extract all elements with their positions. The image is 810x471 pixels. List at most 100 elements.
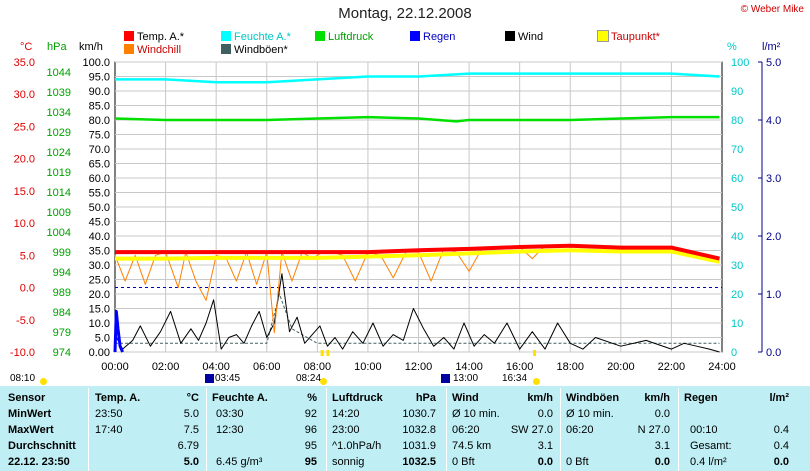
series-line-regen [113,309,124,353]
weather-chart: 35.0 30.0 25.0 20.0 15.0 10.0 5.0 0.0 -5.0 -10.0 1… [10,57,781,373]
column-divider [560,388,561,471]
temp-axis-unit: °C [20,41,33,53]
cell-label: 12:30 [216,424,244,436]
sun-icon [320,378,327,385]
legend-swatch [410,31,420,41]
cell-label: sonnig [332,456,365,468]
wind-tick-label: 30.0 [89,260,110,272]
wind-tick-label: 0.00 [89,347,110,359]
x-tick-label: 18:00 [556,361,584,373]
rain-tick-label: 0.0 [766,347,781,359]
x-tick-label: 16:00 [506,361,534,373]
column-header: Wind [452,392,479,404]
pressure-tick-label: 974 [53,347,71,359]
pressure-tick-label: 1014 [47,187,71,199]
legend-item-humidity: Feuchte A.* [221,31,291,43]
x-tick-label: 10:00 [354,361,382,373]
legend-item-pressure: Luftdruck [315,31,373,43]
pressure-tick-label: 984 [53,307,71,319]
wind-tick-label: 10.0 [89,318,110,330]
cell-label: Ø 10 min. [452,408,500,420]
legend-swatch [315,31,325,41]
cell-label: 23:00 [332,424,360,436]
column-divider [206,388,207,471]
temp-tick-label: -10.0 [10,347,35,359]
row-label: 22.12. 23:50 [8,456,70,468]
rain-tick-label: 3.0 [766,173,781,185]
cell-label: 03:30 [216,408,244,420]
column-header: Windböen [566,392,620,404]
sun-icon [533,378,540,385]
column-header: Feuchte A. [212,392,268,404]
cell-value: 0.0 [654,456,670,468]
cell-value: 3.1 [537,440,553,452]
pressure-tick-label: 1029 [47,127,71,139]
x-tick-label: 04:00 [202,361,230,373]
column-divider [678,388,679,471]
cell-value: 96 [304,424,317,436]
series-line-taupunkt [115,248,720,264]
wind-tick-label: 80.0 [89,115,110,127]
legend-item-wind: Wind [505,31,543,43]
wind-tick-label: 45.0 [89,217,110,229]
pressure-tick-label: 999 [53,247,71,259]
row-label: MaxWert [8,424,54,436]
sun-marker [326,350,330,356]
column-header: Regen [684,392,718,404]
rain-tick-label: 4.0 [766,115,781,127]
legend-swatch [124,31,134,41]
cell-value: 7.5 [183,424,199,436]
cell-label: ^1.0hPa/h [332,440,382,452]
legend-item-temp: Temp. A.* [124,31,184,43]
cell-label: Gesamt: [690,440,732,452]
cell-label: 0 Bft [566,456,589,468]
cell-value: 1032.8 [402,424,436,436]
row-label: MinWert [8,408,52,420]
humidity-tick-label: 0 [731,347,737,359]
pressure-tick-label: 989 [53,287,71,299]
cell-value: 0.4 [773,440,789,452]
sensor-header: Sensor [8,392,46,404]
cell-label: 06:20 [452,424,480,436]
rain-axis-unit: l/m² [762,41,781,53]
legend-label: Windböen* [234,44,288,56]
sun-icon [40,378,47,385]
cell-label: Ø 10 min. [566,408,614,420]
series-line-luftdruck [114,115,720,123]
x-tick-label: 12:00 [405,361,433,373]
timeline-label: 08:10 [10,373,36,384]
cell-label: 0.4 l/m² [690,456,727,468]
wind-tick-label: 40.0 [89,231,110,243]
cell-value: 95 [304,456,317,468]
wind-tick-label: 50.0 [89,202,110,214]
cell-value: N 27.0 [637,424,670,436]
wind-tick-label: 55.0 [89,188,110,200]
column-unit: km/h [644,392,670,404]
cell-value: 6.79 [177,440,199,452]
sun-marker [320,350,324,356]
cell-label: 0 Bft [452,456,475,468]
humidity-tick-label: 60 [731,173,743,185]
wind-tick-label: 65.0 [89,159,110,171]
cell-value: 1030.7 [402,408,436,420]
series-line-feuchtea [115,72,720,84]
legend-swatch [505,31,515,41]
temp-tick-label: -5.0 [16,315,35,327]
timeline-label: 03:45 [215,373,241,384]
column-unit: % [307,392,317,404]
column-header: Luftdruck [332,392,383,404]
legend-item-windchill: Windchill [124,44,181,56]
series-line-wind [114,273,720,353]
cell-value: 1032.5 [402,456,436,468]
legend-item-dewpoint: Taupunkt* [597,30,660,43]
pressure-tick-label: 994 [53,267,71,279]
x-tick-label: 22:00 [658,361,686,373]
pressure-tick-label: 1004 [47,227,71,239]
legend-swatch [124,44,134,54]
wind-tick-label: 75.0 [89,130,110,142]
timeline-label: 13:00 [453,373,479,384]
pressure-tick-label: 1044 [47,67,71,79]
legend-swatch [221,31,231,41]
cell-label: 74.5 km [452,440,492,452]
cell-value: 0.0 [537,408,553,420]
